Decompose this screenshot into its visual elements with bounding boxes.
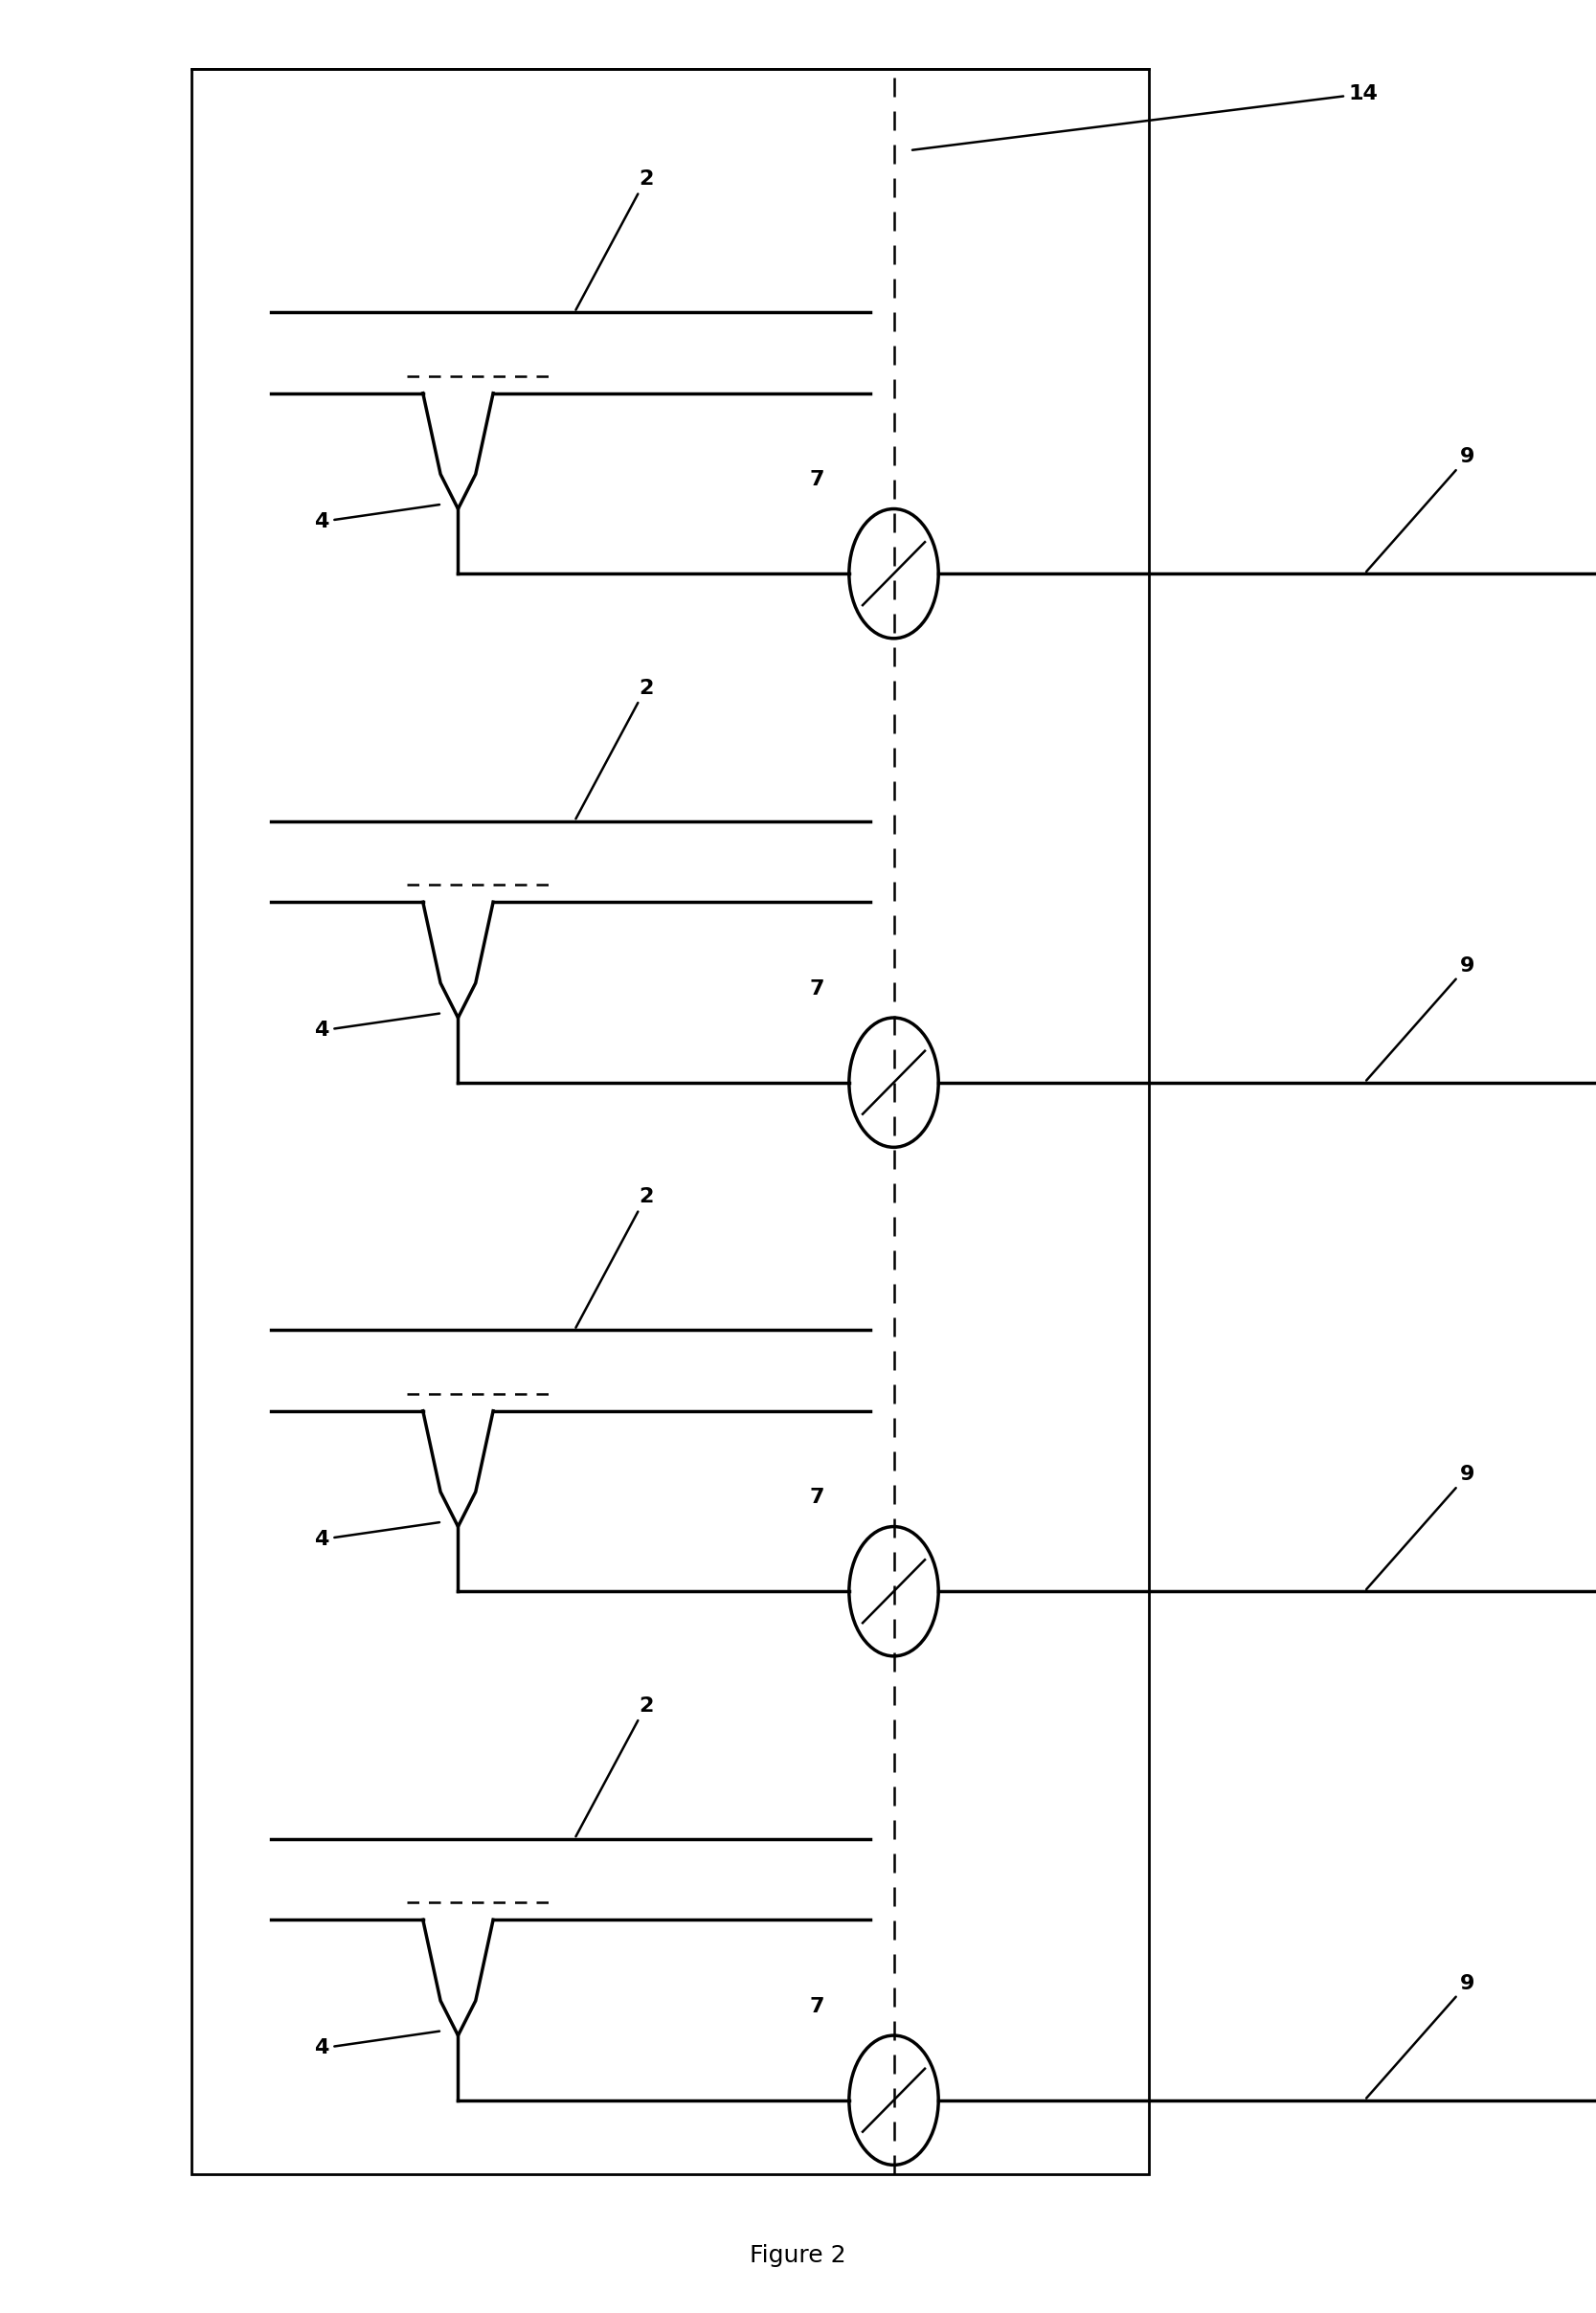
Text: 9: 9 — [1366, 1973, 1475, 2098]
Circle shape — [849, 1527, 938, 1656]
Text: Figure 2: Figure 2 — [750, 2244, 846, 2267]
Circle shape — [849, 509, 938, 638]
Text: 7: 7 — [809, 1996, 825, 2017]
Text: 9: 9 — [1366, 446, 1475, 571]
Text: 7: 7 — [809, 1487, 825, 1508]
Text: 4: 4 — [314, 1522, 439, 1550]
Text: 7: 7 — [809, 470, 825, 490]
Text: 4: 4 — [314, 504, 439, 532]
Text: 2: 2 — [576, 169, 653, 310]
Text: 7: 7 — [809, 978, 825, 999]
Text: 14: 14 — [913, 83, 1379, 150]
Text: 2: 2 — [576, 1695, 653, 1837]
Text: 2: 2 — [576, 678, 653, 819]
Text: 4: 4 — [314, 1013, 439, 1041]
Text: 4: 4 — [314, 2031, 439, 2059]
Circle shape — [849, 2035, 938, 2165]
Text: 9: 9 — [1366, 1464, 1475, 1589]
Text: 9: 9 — [1366, 955, 1475, 1080]
Circle shape — [849, 1018, 938, 1147]
Text: 2: 2 — [576, 1187, 653, 1328]
